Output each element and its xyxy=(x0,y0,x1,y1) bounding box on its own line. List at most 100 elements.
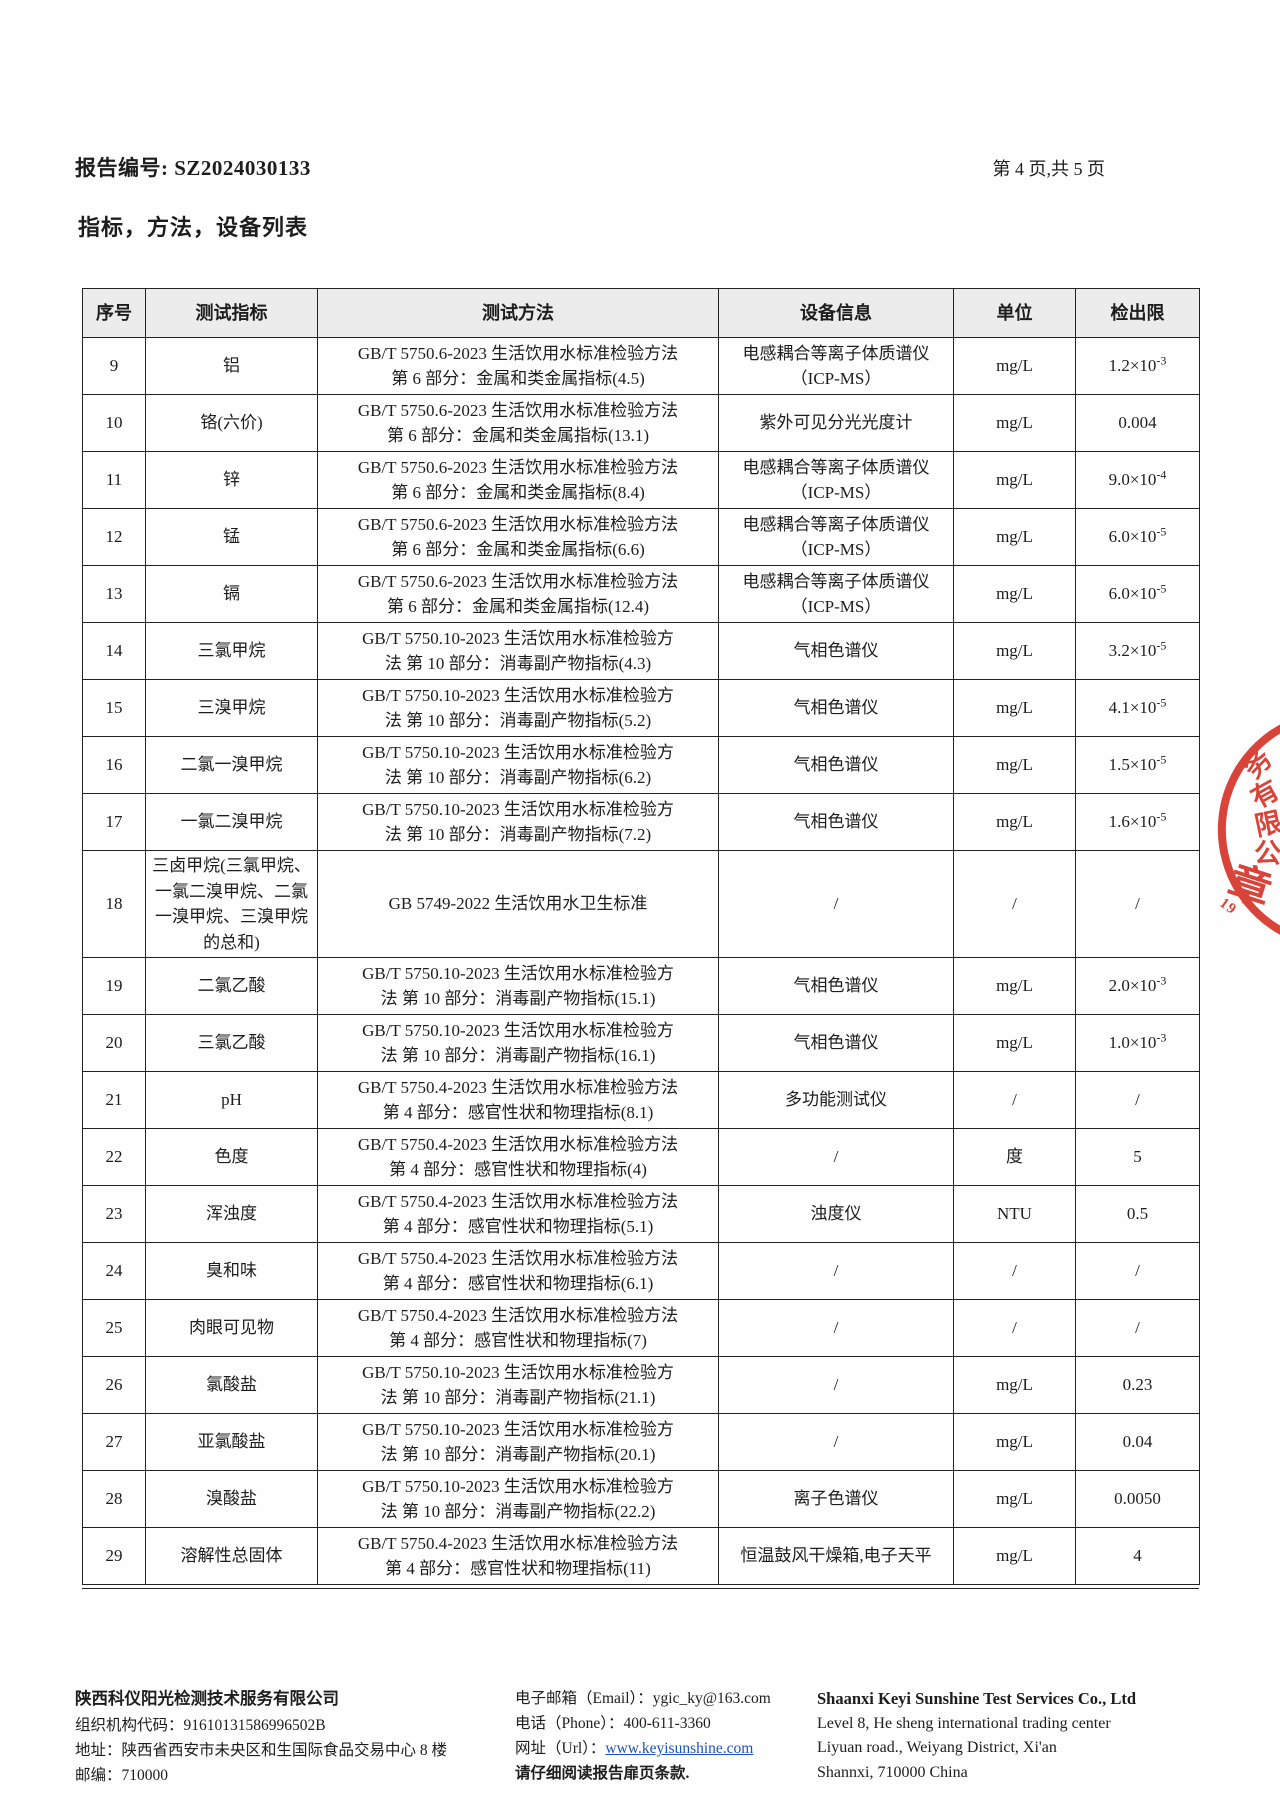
cell-no: 11 xyxy=(82,451,146,509)
cell-no: 24 xyxy=(82,1242,146,1300)
page-header: 报告编号: SZ2024030133 第 4 页,共 5 页 xyxy=(75,152,1105,182)
address-en-line2: Liyuan road., Weiyang District, Xi'an xyxy=(817,1739,1057,1757)
zip-code: 邮编：710000 xyxy=(75,1766,169,1784)
cell-unit: mg/L xyxy=(953,1527,1076,1585)
cell-unit: mg/L xyxy=(953,1014,1076,1072)
cell-no: 29 xyxy=(82,1527,146,1585)
cell-method: GB/T 5750.10-2023 生活饮用水标准检验方 法 第 10 部分：消… xyxy=(317,1413,719,1471)
cell-no: 22 xyxy=(82,1128,146,1186)
phone-line: 电话（Phone）：400-611-3360 xyxy=(515,1715,711,1733)
company-name-cn: 陕西科仪阳光检测技术服务有限公司 xyxy=(75,1689,339,1708)
cell-equipment: / xyxy=(718,1242,954,1300)
cell-limit: 0.5 xyxy=(1075,1185,1200,1243)
cell-no: 23 xyxy=(82,1185,146,1243)
cell-limit: / xyxy=(1075,850,1200,958)
cell-indicator: 浑浊度 xyxy=(145,1185,318,1243)
cell-indicator: 锌 xyxy=(145,451,318,509)
table-row: 13 镉 GB/T 5750.6-2023 生活饮用水标准检验方法 第 6 部分… xyxy=(82,565,1200,623)
cell-unit: / xyxy=(953,1242,1076,1300)
table-header-row: 序号 测试指标 测试方法 设备信息 单位 检出限 xyxy=(82,288,1200,338)
report-number: 报告编号: SZ2024030133 xyxy=(75,152,311,182)
table-row: 23 浑浊度 GB/T 5750.4-2023 生活饮用水标准检验方法 第 4 … xyxy=(82,1185,1200,1243)
cell-method: GB/T 5750.6-2023 生活饮用水标准检验方法 第 6 部分：金属和类… xyxy=(317,394,719,452)
cell-no: 18 xyxy=(82,850,146,958)
cell-no: 26 xyxy=(82,1356,146,1414)
cell-limit: / xyxy=(1075,1242,1200,1300)
cell-method: GB/T 5750.4-2023 生活饮用水标准检验方法 第 4 部分：感官性状… xyxy=(317,1527,719,1585)
column-header-unit: 单位 xyxy=(953,288,1076,338)
table-row: 11 锌 GB/T 5750.6-2023 生活饮用水标准检验方法 第 6 部分… xyxy=(82,451,1200,509)
cell-limit: 4 xyxy=(1075,1527,1200,1585)
cell-limit: 0.004 xyxy=(1075,394,1200,452)
cell-equipment: 电感耦合等离子体质谱仪 （ICP-MS） xyxy=(718,337,954,395)
cell-no: 15 xyxy=(82,679,146,737)
cell-unit: mg/L xyxy=(953,622,1076,680)
cell-limit: 0.0050 xyxy=(1075,1470,1200,1528)
cell-unit: 度 xyxy=(953,1128,1076,1186)
cell-equipment: 多功能测试仪 xyxy=(718,1071,954,1129)
footer-contact: 电子邮箱（Email）：ygic_ky@163.com 电话（Phone）：40… xyxy=(515,1686,817,1788)
cell-unit: mg/L xyxy=(953,1356,1076,1414)
org-code: 组织机构代码：91610131586996502B xyxy=(75,1716,326,1734)
section-title: 指标，方法，设备列表 xyxy=(78,215,309,240)
cell-no: 17 xyxy=(82,793,146,851)
cell-method: GB/T 5750.10-2023 生活饮用水标准检验方 法 第 10 部分：消… xyxy=(317,793,719,851)
test-methods-table: 序号 测试指标 测试方法 设备信息 单位 检出限 9 铝 GB/T 5750.6… xyxy=(82,288,1200,1585)
cell-unit: / xyxy=(953,1071,1076,1129)
column-header-limit: 检出限 xyxy=(1075,288,1200,338)
column-header-indicator: 测试指标 xyxy=(145,288,318,338)
table-row: 15 三溴甲烷 GB/T 5750.10-2023 生活饮用水标准检验方 法 第… xyxy=(82,679,1200,737)
cell-indicator: 镉 xyxy=(145,565,318,623)
cell-equipment: / xyxy=(718,1128,954,1186)
website-link[interactable]: www.keyisunshine.com xyxy=(605,1740,754,1758)
cell-no: 25 xyxy=(82,1299,146,1357)
cell-limit: 6.0×10-5 xyxy=(1075,508,1200,566)
cell-method: GB/T 5750.6-2023 生活饮用水标准检验方法 第 6 部分：金属和类… xyxy=(317,565,719,623)
table-row: 26 氯酸盐 GB/T 5750.10-2023 生活饮用水标准检验方 法 第 … xyxy=(82,1356,1200,1414)
cell-no: 14 xyxy=(82,622,146,680)
page-indicator: 第 4 页,共 5 页 xyxy=(992,159,1106,179)
cell-indicator: 三氯甲烷 xyxy=(145,622,318,680)
read-terms-notice: 请仔细阅读报告扉页条款. xyxy=(515,1765,690,1783)
report-number-label: 报告编号: xyxy=(75,156,169,180)
cell-limit: 3.2×10-5 xyxy=(1075,622,1200,680)
address-en-line1: Level 8, He sheng international trading … xyxy=(817,1714,1111,1732)
cell-no: 27 xyxy=(82,1413,146,1471)
cell-equipment: 气相色谱仪 xyxy=(718,1014,954,1072)
cell-limit: 1.6×10-5 xyxy=(1075,793,1200,851)
cell-equipment: 浊度仪 xyxy=(718,1185,954,1243)
cell-equipment: 恒温鼓风干燥箱,电子天平 xyxy=(718,1527,954,1585)
cell-indicator: 亚氯酸盐 xyxy=(145,1413,318,1471)
cell-indicator: 锰 xyxy=(145,508,318,566)
cell-method: GB/T 5750.6-2023 生活饮用水标准检验方法 第 6 部分：金属和类… xyxy=(317,451,719,509)
url-label: 网址（Url）： xyxy=(515,1740,606,1758)
cell-unit: mg/L xyxy=(953,1470,1076,1528)
cell-equipment: / xyxy=(718,1356,954,1414)
cell-indicator: pH xyxy=(145,1071,318,1129)
cell-limit: 1.2×10-3 xyxy=(1075,337,1200,395)
cell-indicator: 三卤甲烷(三氯甲烷、一氯二溴甲烷、二氯一溴甲烷、三溴甲烷的总和) xyxy=(145,850,318,958)
table-row: 25 肉眼可见物 GB/T 5750.4-2023 生活饮用水标准检验方法 第 … xyxy=(82,1299,1200,1357)
cell-unit: mg/L xyxy=(953,793,1076,851)
cell-indicator: 铬(六价) xyxy=(145,394,318,452)
cell-equipment: 气相色谱仪 xyxy=(718,957,954,1015)
cell-equipment: 电感耦合等离子体质谱仪 （ICP-MS） xyxy=(718,565,954,623)
cell-method: GB/T 5750.10-2023 生活饮用水标准检验方 法 第 10 部分：消… xyxy=(317,1470,719,1528)
cell-method: GB/T 5750.4-2023 生活饮用水标准检验方法 第 4 部分：感官性状… xyxy=(317,1185,719,1243)
cell-method: GB/T 5750.4-2023 生活饮用水标准检验方法 第 4 部分：感官性状… xyxy=(317,1242,719,1300)
footer-company-en: Shaanxi Keyi Sunshine Test Services Co.,… xyxy=(817,1686,1245,1788)
cell-unit: / xyxy=(953,850,1076,958)
cell-unit: mg/L xyxy=(953,565,1076,623)
table-body: 9 铝 GB/T 5750.6-2023 生活饮用水标准检验方法 第 6 部分：… xyxy=(82,337,1200,1585)
table-row: 18 三卤甲烷(三氯甲烷、一氯二溴甲烷、二氯一溴甲烷、三溴甲烷的总和) GB 5… xyxy=(82,850,1200,958)
cell-equipment: 电感耦合等离子体质谱仪 （ICP-MS） xyxy=(718,451,954,509)
cell-indicator: 肉眼可见物 xyxy=(145,1299,318,1357)
table-row: 17 一氯二溴甲烷 GB/T 5750.10-2023 生活饮用水标准检验方 法… xyxy=(82,793,1200,851)
cell-limit: 1.5×10-5 xyxy=(1075,736,1200,794)
table-row: 28 溴酸盐 GB/T 5750.10-2023 生活饮用水标准检验方 法 第 … xyxy=(82,1470,1200,1528)
cell-equipment: 气相色谱仪 xyxy=(718,736,954,794)
cell-no: 12 xyxy=(82,508,146,566)
test-methods-table-wrap: 序号 测试指标 测试方法 设备信息 单位 检出限 9 铝 GB/T 5750.6… xyxy=(82,288,1200,1589)
cell-indicator: 二氯乙酸 xyxy=(145,957,318,1015)
